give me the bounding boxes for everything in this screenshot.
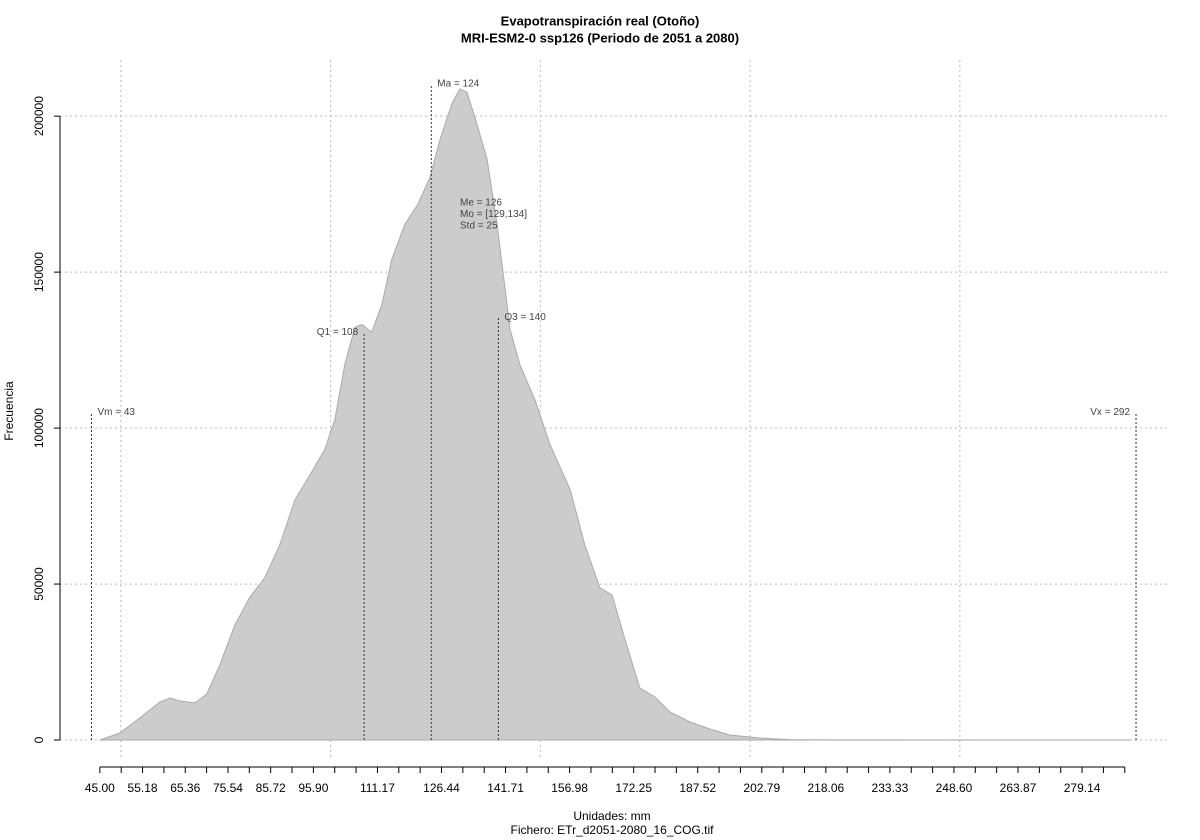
y-tick-label: 50000 <box>32 567 46 601</box>
annotation-label: Q3 = 140 <box>504 312 546 323</box>
y-axis-label: Frecuencia <box>2 381 16 441</box>
x-tick-label: 172.25 <box>615 781 652 795</box>
caption: Fichero: ETr_d2051-2080_16_COG.tif <box>511 823 715 837</box>
x-tick-label: 279.14 <box>1064 781 1101 795</box>
x-tick-label: 126.44 <box>423 781 460 795</box>
x-tick-label: 263.87 <box>1000 781 1037 795</box>
x-tick-label: 75.54 <box>213 781 243 795</box>
x-tick-label: 111.17 <box>360 781 395 795</box>
annotation-label: Ma = 124 <box>437 79 479 90</box>
y-tick-label: 0 <box>32 736 46 743</box>
y-tick-label: 200000 <box>32 96 46 136</box>
x-tick-label: 187.52 <box>679 781 716 795</box>
chart-title: Evapotranspiración real (Otoño) <box>501 13 700 28</box>
stats-label: Std = 25 <box>460 221 498 232</box>
stats-label: Me = 126 <box>460 198 502 209</box>
x-tick-label: 218.06 <box>807 781 844 795</box>
x-tick-label: 95.90 <box>298 781 328 795</box>
annotation-label: Vm = 43 <box>97 407 135 418</box>
x-tick-label: 65.36 <box>170 781 200 795</box>
annotation-label: Q1 = 108 <box>317 327 359 338</box>
x-tick-label: 85.72 <box>256 781 286 795</box>
x-tick-label: 248.60 <box>936 781 973 795</box>
x-tick-label: 233.33 <box>872 781 909 795</box>
chart-subtitle: MRI-ESM2-0 ssp126 (Periodo de 2051 a 208… <box>461 30 739 45</box>
x-tick-label: 141.71 <box>487 781 524 795</box>
x-axis-label: Unidades: mm <box>573 809 650 823</box>
density-area <box>99 88 1131 741</box>
stats-label: Mo = [129,134] <box>460 209 527 220</box>
x-tick-label: 55.18 <box>128 781 158 795</box>
x-tick-label: 156.98 <box>551 781 588 795</box>
annotation-label: Vx = 292 <box>1090 407 1130 418</box>
y-tick-label: 100000 <box>32 408 46 448</box>
x-tick-label: 45.00 <box>85 781 115 795</box>
x-tick-label: 202.79 <box>743 781 780 795</box>
y-tick-label: 150000 <box>32 252 46 292</box>
